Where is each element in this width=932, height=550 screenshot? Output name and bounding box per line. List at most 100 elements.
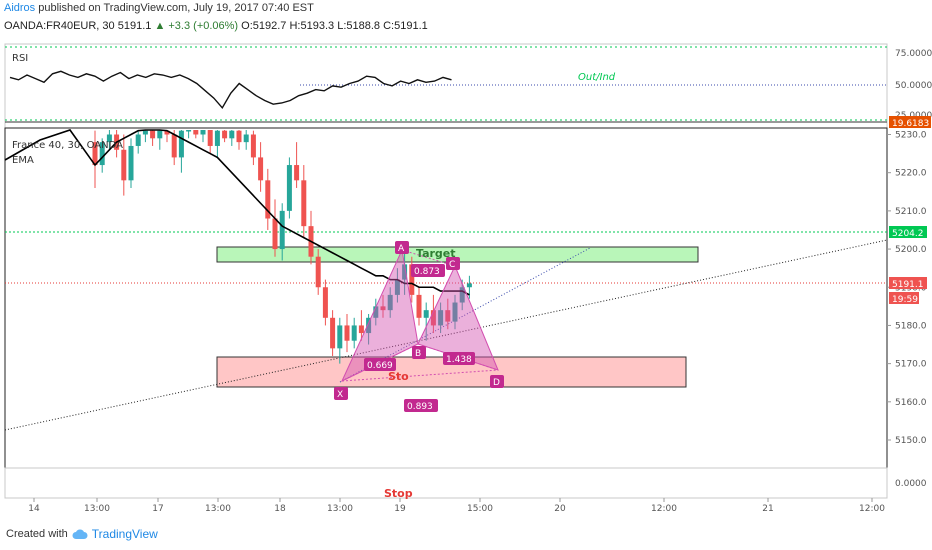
symbol-bar: OANDA:FR40EUR, 30 5191.1 ▲ +3.3 (+0.06%)… [4, 20, 428, 32]
candle[interactable] [106, 134, 112, 143]
lower-axis-tick: 0.0000 [895, 479, 927, 489]
tradingview-cloud-icon [72, 529, 88, 539]
candle[interactable] [265, 180, 271, 219]
candle[interactable] [142, 130, 148, 135]
candle[interactable] [272, 218, 278, 250]
rsi-line [9, 70, 452, 109]
candle[interactable] [459, 287, 465, 303]
ratio-bd-box [443, 352, 475, 365]
candle[interactable] [294, 165, 300, 181]
candle[interactable] [337, 325, 343, 349]
candle[interactable] [164, 130, 170, 135]
candle[interactable] [207, 130, 213, 146]
candle[interactable] [222, 130, 228, 139]
candle[interactable] [466, 283, 472, 288]
candle[interactable] [236, 130, 242, 143]
pattern-ac-line [401, 249, 456, 267]
candle[interactable] [193, 130, 199, 135]
publish-info: published on TradingView.com, July 19, 2… [38, 2, 314, 14]
candle[interactable] [402, 264, 408, 280]
candle[interactable] [200, 130, 206, 135]
candle[interactable] [229, 130, 235, 139]
point-d: D [493, 378, 500, 388]
price-tick-label: 5210.0 [895, 207, 927, 217]
high-value: H:5193.3 [289, 20, 335, 32]
lower-pane [4, 467, 888, 499]
candle[interactable] [344, 325, 350, 341]
candle[interactable] [315, 256, 321, 288]
price-tick-label: 5180.0 [895, 321, 927, 331]
candle[interactable] [366, 317, 372, 334]
candle[interactable] [186, 130, 192, 132]
point-a-box [395, 241, 409, 254]
trendline[interactable] [4, 239, 888, 431]
time-tick-label: 12:00 [651, 504, 677, 514]
candle[interactable] [121, 149, 127, 181]
created-with-label: Created with [6, 528, 68, 540]
point-c-box [446, 257, 460, 270]
candle[interactable] [409, 264, 415, 295]
ratio-xd-box [404, 399, 438, 412]
symbol-name: OANDA:FR40EUR, 30 [4, 20, 115, 32]
candle[interactable] [373, 306, 379, 318]
ratio-xd: 0.893 [407, 402, 433, 412]
candle[interactable] [99, 142, 105, 166]
stop-zone[interactable] [216, 356, 687, 388]
candle[interactable] [438, 310, 444, 326]
candle[interactable] [416, 294, 422, 318]
candle[interactable] [258, 157, 264, 181]
price-tick-label: 5230.0 [895, 131, 927, 141]
rsi-annotation: Out/Ind [578, 72, 616, 83]
candle[interactable] [178, 130, 184, 158]
candle[interactable] [286, 165, 292, 211]
candle[interactable] [157, 130, 163, 139]
author-link[interactable]: Aidros [4, 2, 36, 14]
time-tick-label: 13:00 [327, 504, 353, 514]
candle[interactable] [380, 306, 386, 311]
price-badge [889, 277, 927, 289]
point-x: X [337, 390, 343, 400]
candle[interactable] [322, 287, 328, 318]
candle[interactable] [301, 180, 307, 227]
point-x-box [334, 387, 348, 400]
ratio-xb: 0.669 [367, 361, 393, 371]
time-tick-label: 19 [394, 504, 406, 514]
time-tick-label: 21 [762, 504, 773, 514]
ratio-xb-box [364, 358, 396, 371]
candle[interactable] [445, 310, 451, 322]
point-b: B [415, 349, 421, 359]
candle[interactable] [330, 317, 336, 349]
candle[interactable] [279, 210, 285, 250]
tradingview-brand[interactable]: TradingView [91, 527, 158, 541]
time-tick-label: 14 [28, 504, 40, 514]
candle[interactable] [250, 134, 256, 158]
price-tick-label: 5150.0 [895, 436, 927, 446]
rsi-tick-75: 75.0000 [895, 49, 932, 59]
candle[interactable] [128, 145, 134, 181]
candle[interactable] [358, 325, 364, 334]
candle[interactable] [423, 310, 429, 318]
time-axis[interactable]: 14 13:00 17 13:00 18 13:00 19 15:00 20 12:00 21 12:… [28, 498, 885, 514]
candle[interactable] [243, 134, 249, 143]
candle[interactable] [214, 130, 220, 146]
candle[interactable] [92, 142, 98, 166]
xabcd-pattern[interactable] [340, 248, 499, 383]
timer-badge [889, 292, 919, 304]
candle[interactable] [150, 130, 156, 139]
candle[interactable] [394, 279, 400, 295]
price-change: ▲ +3.3 (+0.06%) [154, 20, 239, 32]
green-level-badge-text: 5204.2 [892, 229, 924, 239]
candle[interactable] [430, 310, 436, 326]
stop-label: Stop [384, 487, 413, 500]
footer: Created with TradingView [6, 527, 158, 541]
timer-badge-text: 19:59 [892, 295, 918, 305]
candle[interactable] [452, 302, 458, 322]
blue-trendline[interactable] [339, 247, 591, 383]
candle[interactable] [135, 134, 141, 146]
candle[interactable] [171, 134, 177, 158]
time-tick-label: 13:00 [84, 504, 110, 514]
candle[interactable] [387, 294, 393, 311]
candle[interactable] [351, 325, 357, 341]
point-b-box [412, 346, 426, 359]
